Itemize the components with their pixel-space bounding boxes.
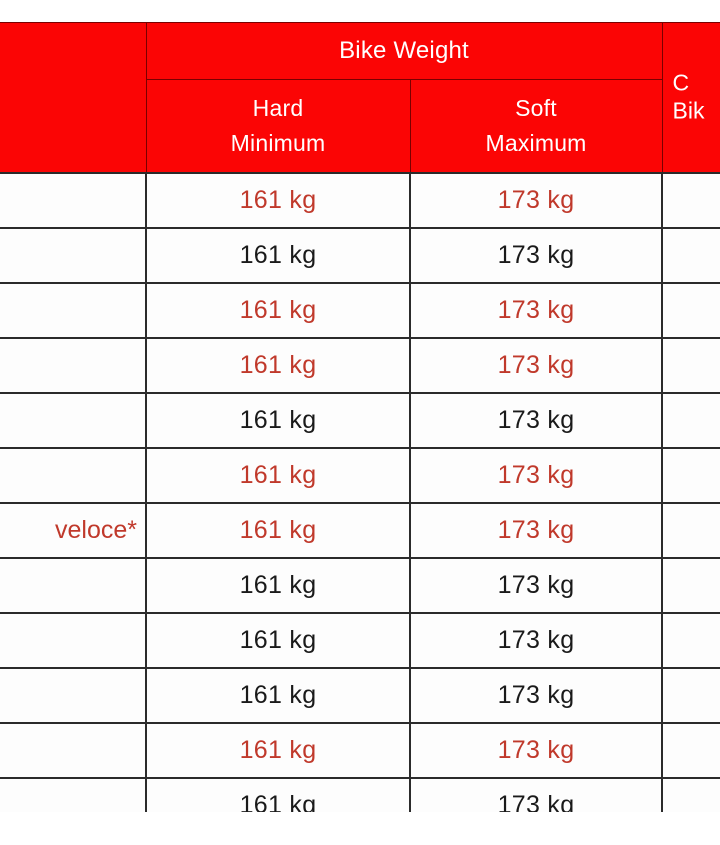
header-soft-line1: Soft [515, 95, 557, 122]
header-cell-hard-minimum: Hard Minimum [145, 79, 411, 173]
cell-right-clipped [661, 336, 720, 394]
cell-soft-maximum: 173 kg [408, 171, 664, 229]
cell-model-name [0, 721, 147, 779]
cell-right-clipped [661, 281, 720, 339]
table-row: 161 kg 173 kg [0, 226, 720, 284]
cell-hard-minimum: 161 kg [145, 171, 411, 229]
cell-model-name [0, 391, 147, 449]
cell-right-clipped [661, 446, 720, 504]
cell-soft-maximum: 173 kg [408, 501, 664, 559]
cell-model-name [0, 611, 147, 669]
table-row: 161 kg 173 kg [0, 611, 720, 669]
table-row: 161 kg 173 kg [0, 666, 720, 724]
cell-soft-maximum: 173 kg [408, 281, 664, 339]
cell-right-clipped [661, 556, 720, 614]
table-row: 161 kg 173 kg [0, 281, 720, 339]
cell-hard-minimum: 161 kg [145, 501, 411, 559]
cell-model-name [0, 336, 147, 394]
cell-right-clipped [661, 391, 720, 449]
cell-soft-maximum: 173 kg [408, 226, 664, 284]
cell-hard-minimum: 161 kg [145, 391, 411, 449]
cell-soft-maximum: 173 kg [408, 336, 664, 394]
cell-soft-maximum: 173 kg [408, 611, 664, 669]
cell-soft-maximum: 173 kg [408, 391, 664, 449]
cell-model-name-text: veloce* [55, 515, 137, 544]
cell-model-name [0, 171, 147, 229]
header-cell-right-clipped: C Bik [661, 22, 720, 173]
top-margin [0, 0, 720, 22]
header-hard-line1: Hard [252, 95, 304, 122]
cell-hard-minimum: 161 kg [145, 721, 411, 779]
table-row: 161 kg 173 kg [0, 446, 720, 504]
header-row-group: Bike Weight C Bik [0, 22, 720, 173]
cell-soft-maximum: 173 kg [408, 446, 664, 504]
cell-soft-maximum: 173 kg [408, 556, 664, 614]
cell-hard-minimum: 161 kg [145, 281, 411, 339]
cell-hard-minimum: 161 kg [145, 336, 411, 394]
cell-right-clipped [661, 171, 720, 229]
table-row: veloce* 161 kg 173 kg [0, 501, 720, 559]
cell-right-clipped [661, 501, 720, 559]
cell-right-clipped [661, 611, 720, 669]
header-cell-model-blank [0, 22, 147, 173]
cell-hard-minimum: 161 kg [145, 226, 411, 284]
bottom-margin [0, 812, 720, 845]
header-cell-bike-weight: Bike Weight [145, 22, 663, 80]
cell-model-name [0, 446, 147, 504]
table-row: 161 kg 173 kg [0, 721, 720, 779]
cell-right-clipped [661, 226, 720, 284]
cell-right-clipped [661, 666, 720, 724]
cell-model-name [0, 226, 147, 284]
cell-model-name: veloce* [0, 501, 147, 559]
header-right-clipped-text: C Bik [673, 70, 720, 125]
cell-hard-minimum: 161 kg [145, 556, 411, 614]
table-row: 161 kg 173 kg [0, 556, 720, 614]
header-right-line2: Bik [672, 97, 705, 124]
cell-hard-minimum: 161 kg [145, 666, 411, 724]
table-body: 161 kg 173 kg 161 kg 173 kg 161 kg 173 kg 161 … [0, 171, 720, 834]
cell-hard-minimum: 161 kg [145, 446, 411, 504]
header-right-line1: C [672, 69, 690, 96]
table-row: 161 kg 173 kg [0, 336, 720, 394]
cell-model-name [0, 281, 147, 339]
cell-right-clipped [661, 721, 720, 779]
header-soft-line2: Maximum [485, 129, 587, 156]
cell-soft-maximum: 173 kg [408, 666, 664, 724]
header-hard-line2: Minimum [230, 129, 326, 156]
table-row: 161 kg 173 kg [0, 171, 720, 229]
cell-model-name [0, 556, 147, 614]
bike-weight-table: Bike Weight C Bik Hard Minimum Soft Maxi… [0, 22, 720, 834]
table-row: 161 kg 173 kg [0, 391, 720, 449]
cell-model-name [0, 666, 147, 724]
table-header: Bike Weight C Bik Hard Minimum Soft Maxi… [0, 22, 720, 173]
header-cell-soft-maximum: Soft Maximum [409, 79, 663, 173]
cell-hard-minimum: 161 kg [145, 611, 411, 669]
header-row-sub: Hard Minimum Soft Maximum [0, 79, 720, 173]
cell-soft-maximum: 173 kg [408, 721, 664, 779]
